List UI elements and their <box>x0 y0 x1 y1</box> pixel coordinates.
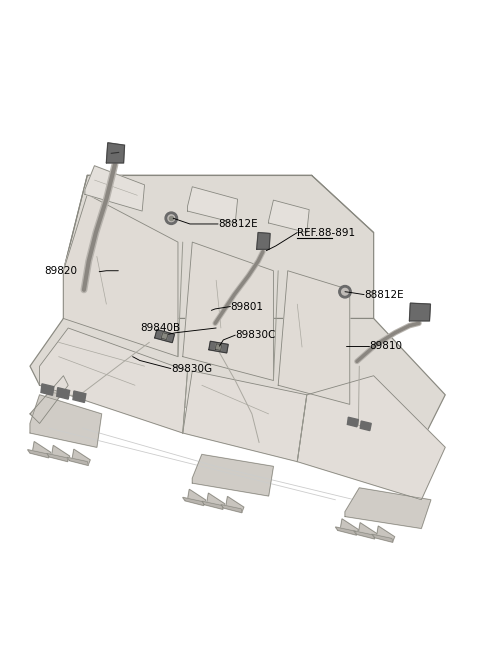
Polygon shape <box>372 534 393 543</box>
Polygon shape <box>409 303 431 321</box>
Polygon shape <box>297 376 445 500</box>
Polygon shape <box>33 441 50 457</box>
Polygon shape <box>221 504 242 513</box>
Polygon shape <box>183 497 204 506</box>
Polygon shape <box>202 501 223 509</box>
Polygon shape <box>30 318 445 443</box>
Text: REF.88-891: REF.88-891 <box>297 228 355 237</box>
Polygon shape <box>278 271 350 404</box>
Polygon shape <box>63 194 178 357</box>
Polygon shape <box>226 497 244 512</box>
Polygon shape <box>67 457 88 466</box>
Text: 88812E: 88812E <box>364 289 404 300</box>
Polygon shape <box>28 450 49 458</box>
Polygon shape <box>72 449 90 464</box>
Polygon shape <box>376 526 395 541</box>
Polygon shape <box>107 143 124 163</box>
Polygon shape <box>348 417 359 427</box>
Text: 89840B: 89840B <box>140 323 180 333</box>
Circle shape <box>168 215 175 222</box>
Text: 88812E: 88812E <box>218 219 258 229</box>
Polygon shape <box>336 527 357 535</box>
Polygon shape <box>39 328 188 433</box>
Polygon shape <box>30 395 102 447</box>
Text: 89830G: 89830G <box>171 363 212 373</box>
Circle shape <box>342 289 348 295</box>
Polygon shape <box>57 388 70 399</box>
Polygon shape <box>354 531 375 539</box>
Polygon shape <box>345 488 431 529</box>
Polygon shape <box>192 455 274 496</box>
Polygon shape <box>73 391 86 402</box>
Circle shape <box>339 285 351 298</box>
Text: 89810: 89810 <box>369 341 402 351</box>
Polygon shape <box>257 233 270 249</box>
Polygon shape <box>63 175 373 318</box>
Polygon shape <box>360 421 371 430</box>
Circle shape <box>165 212 178 224</box>
Polygon shape <box>30 376 68 423</box>
Polygon shape <box>359 523 376 538</box>
Polygon shape <box>155 329 174 342</box>
Polygon shape <box>209 341 228 353</box>
Text: 89820: 89820 <box>44 266 77 276</box>
Polygon shape <box>183 242 274 380</box>
Polygon shape <box>161 333 168 340</box>
Polygon shape <box>85 166 144 211</box>
Polygon shape <box>183 371 307 462</box>
Polygon shape <box>51 445 70 461</box>
Polygon shape <box>41 384 54 396</box>
Polygon shape <box>188 187 238 223</box>
Text: 89801: 89801 <box>230 302 264 312</box>
Polygon shape <box>269 200 309 233</box>
Polygon shape <box>47 453 68 462</box>
Polygon shape <box>206 493 225 508</box>
Text: 89830C: 89830C <box>235 330 276 340</box>
Polygon shape <box>340 519 359 534</box>
Polygon shape <box>216 344 222 350</box>
Polygon shape <box>188 489 205 504</box>
